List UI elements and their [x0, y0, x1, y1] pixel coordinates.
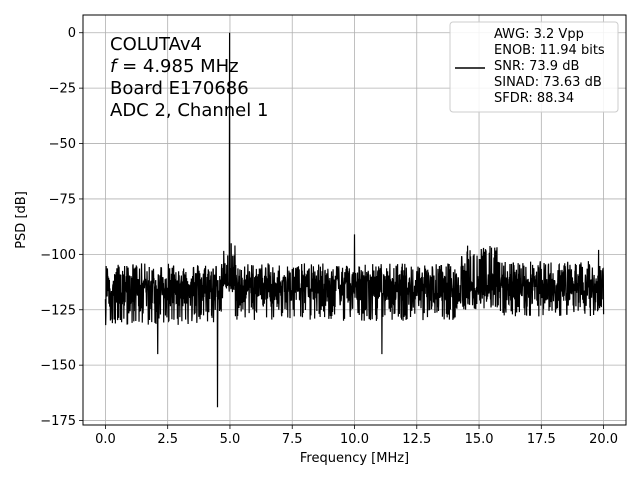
y-tick-label: −75 [49, 192, 76, 207]
legend-awg: AWG: 3.2 Vpp [494, 27, 584, 42]
y-tick-label: −100 [40, 248, 76, 263]
y-tick-label: 0 [68, 26, 76, 41]
annotation-frequency-symbol: f [110, 56, 119, 77]
annotation-line-3: Board E170686 [110, 78, 249, 99]
x-tick-label: 7.5 [282, 432, 303, 447]
legend-enob: ENOB: 11.94 bits [494, 43, 605, 58]
x-tick-label: 5.0 [220, 432, 241, 447]
y-tick-label: −125 [40, 303, 76, 318]
ticks: 0.0 2.5 5.0 7.5 10.0 12.5 15.0 17.5 20.0 0 −25 −50 −… [40, 26, 618, 447]
legend-snr: SNR: 73.9 dB [494, 59, 579, 74]
y-tick-label: −150 [40, 359, 76, 374]
legend-box [449, 21, 619, 113]
x-tick-label: 0.0 [95, 432, 116, 447]
legend: AWG: 3.2 Vpp ENOB: 11.94 bits SNR: 73.9 … [449, 21, 619, 113]
data-layer [104, 32, 605, 408]
x-tick-label: 20.0 [589, 432, 618, 447]
x-tick-label: 12.5 [402, 432, 431, 447]
y-axis-label: PSD [dB] [14, 191, 29, 249]
psd-series-line [104, 32, 605, 408]
y-tick-label: −175 [40, 414, 76, 429]
x-tick-label: 10.0 [340, 432, 369, 447]
annotation-line-1: COLUTAv4 [110, 34, 202, 55]
plot-frame [82, 14, 627, 426]
annotation-line-2: f = 4.985 MHz [110, 56, 239, 77]
x-tick-label: 15.0 [465, 432, 494, 447]
annotation-block: COLUTAv4 f = 4.985 MHz Board E170686 ADC… [110, 34, 268, 121]
legend-sinad: SINAD: 73.63 dB [494, 75, 602, 90]
annotation-line-4: ADC 2, Channel 1 [110, 100, 268, 121]
legend-sfdr: SFDR: 88.34 [494, 91, 574, 106]
annotation-frequency-value: = 4.985 MHz [116, 56, 238, 77]
y-tick-label: −25 [49, 82, 76, 97]
y-tick-label: −50 [49, 137, 76, 152]
x-axis-label: Frequency [MHz] [300, 451, 409, 466]
x-tick-label: 17.5 [527, 432, 556, 447]
x-tick-label: 2.5 [157, 432, 178, 447]
